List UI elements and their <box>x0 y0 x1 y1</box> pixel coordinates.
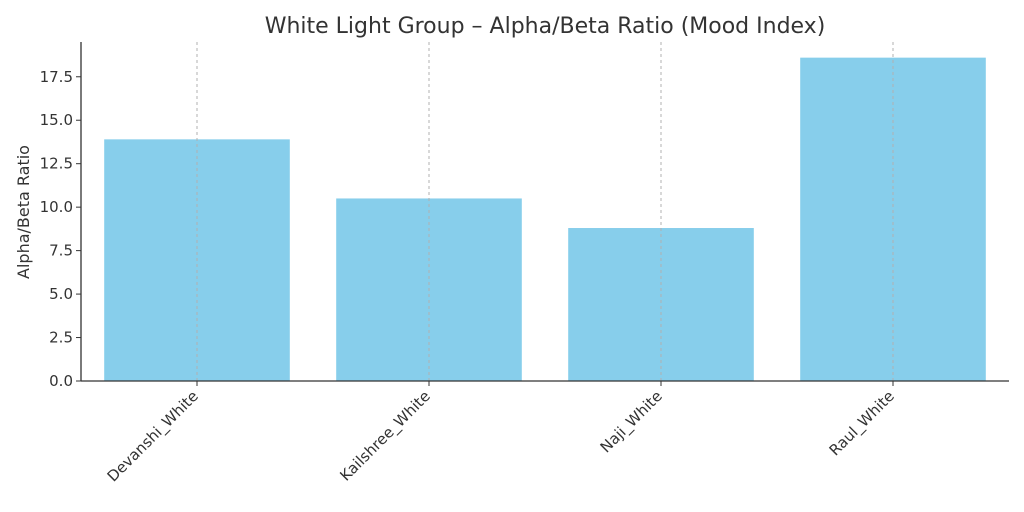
bar-naji-white <box>568 228 754 381</box>
overlay-grid-layer <box>196 42 894 381</box>
y-tick-label: 15.0 <box>40 111 73 129</box>
y-tick-label: 5.0 <box>49 285 73 303</box>
y-tick-label: 2.5 <box>49 329 73 347</box>
chart-title: White Light Group – Alpha/Beta Ratio (Mo… <box>265 14 826 39</box>
x-tick-layer: Devanshi_White Kailshree_White Naji_White R… <box>104 381 899 486</box>
y-tick-layer: 0.0 2.5 5.0 7.5 10.0 12.5 15.0 17.5 <box>40 68 81 390</box>
bar-raul-white <box>800 57 986 382</box>
y-tick-label: 0.0 <box>49 372 73 390</box>
y-axis-label: Alpha/Beta Ratio <box>14 145 33 279</box>
y-tick-label: 7.5 <box>49 242 73 260</box>
y-tick-label: 17.5 <box>40 68 73 86</box>
x-tick-label: Devanshi_White <box>104 387 203 486</box>
axis-layer <box>80 42 1009 382</box>
x-tick-label: Kailshree_White <box>336 387 434 485</box>
x-tick-label: Raul_White <box>826 387 899 460</box>
y-tick-label: 12.5 <box>40 155 73 173</box>
y-tick-label: 10.0 <box>40 198 73 216</box>
x-tick-label: Naji_White <box>597 387 667 457</box>
bar-layer <box>104 57 986 382</box>
